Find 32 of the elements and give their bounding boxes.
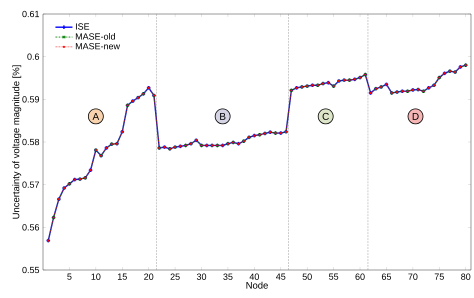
annotation: A bbox=[92, 112, 100, 120]
x-tick-label: 20 bbox=[144, 274, 154, 280]
y-axis-title: Uncertainty of voltage magnitude [%] bbox=[12, 65, 22, 219]
x-tick-label: 5 bbox=[67, 274, 72, 280]
y-tick-label: 0.6 bbox=[27, 53, 40, 60]
legend-label: ISE bbox=[76, 23, 90, 30]
x-tick-label: 15 bbox=[118, 274, 127, 280]
x-tick-label: 10 bbox=[92, 274, 100, 280]
legend-label: MASE-old bbox=[76, 33, 115, 40]
x-tick-label: 45 bbox=[276, 274, 286, 280]
y-tick-label: 0.58 bbox=[22, 138, 40, 146]
x-tick-label: 30 bbox=[196, 274, 206, 280]
annotation: C bbox=[322, 112, 329, 120]
x-tick-label: 35 bbox=[223, 274, 233, 280]
y-tick-label: 0.61 bbox=[22, 10, 40, 18]
y-tick-label: 0.55 bbox=[22, 266, 40, 274]
x-tick-label: 65 bbox=[382, 274, 392, 280]
x-tick-label: 55 bbox=[328, 274, 338, 280]
x-tick-label: 75 bbox=[434, 274, 444, 280]
x-tick-label: 70 bbox=[408, 274, 418, 280]
x-tick-label: 50 bbox=[302, 274, 312, 280]
x-tick-label: 80 bbox=[461, 274, 470, 280]
x-tick-label: 25 bbox=[170, 274, 180, 280]
y-tick-label: 0.56 bbox=[22, 224, 40, 231]
annotation: D bbox=[412, 112, 419, 120]
legend-label: MASE-new bbox=[76, 43, 120, 50]
y-tick-label: 0.57 bbox=[22, 181, 40, 188]
annotation: B bbox=[220, 112, 226, 120]
y-tick-label: 0.59 bbox=[22, 96, 40, 103]
x-axis-title: Node bbox=[246, 282, 268, 289]
x-tick-label: 60 bbox=[356, 274, 365, 280]
x-tick-label: 40 bbox=[250, 274, 259, 280]
